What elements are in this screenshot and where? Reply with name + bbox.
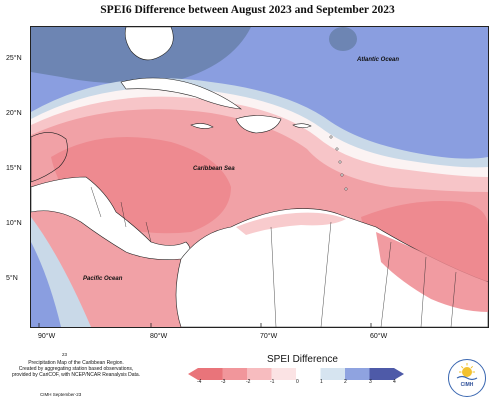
lat-label-15n: 15°N xyxy=(6,165,22,172)
central-america-land xyxy=(31,176,191,260)
antilles-island xyxy=(338,160,342,164)
country-borders xyxy=(270,221,457,327)
credit-number: 23 xyxy=(62,352,68,357)
antilles-island xyxy=(335,147,339,151)
legend-swatch xyxy=(369,368,394,380)
caribbean-sea-label: Caribbean Sea xyxy=(193,166,235,172)
lat-label-5n: 5°N xyxy=(6,275,18,282)
cimh-logo: CIMH xyxy=(448,359,486,397)
atlantic-ocean-label: Atlantic Ocean xyxy=(357,57,400,63)
legend-tick: -4 xyxy=(197,379,202,385)
legend-swatch xyxy=(222,368,247,380)
legend-tick: 2 xyxy=(344,379,347,385)
lon-label-90w: 90°W xyxy=(38,333,56,340)
legend-title: SPEI Difference xyxy=(267,354,338,365)
lon-label-60w: 60°W xyxy=(370,333,388,340)
antilles-island xyxy=(329,135,333,139)
hispaniola-land xyxy=(235,115,282,134)
pacific-ocean-label: Pacific Ocean xyxy=(83,276,123,282)
map-credit: Precipitation Map of the Caribbean Regio… xyxy=(6,360,146,379)
cuba-land xyxy=(120,77,242,110)
legend-colorbar xyxy=(188,368,404,380)
legend-tick: -1 xyxy=(270,379,275,385)
legend-arrow-right xyxy=(394,368,404,380)
lon-label-80w: 80°W xyxy=(150,333,168,340)
legend-swatch xyxy=(271,368,296,380)
lat-label-20n: 20°N xyxy=(6,110,22,117)
antilles-island xyxy=(340,173,344,177)
credit-line-2: Created by aggregating station based obs… xyxy=(18,366,134,373)
antilles-island xyxy=(344,187,348,191)
legend-swatch xyxy=(345,368,370,380)
legend-tick: 4 xyxy=(393,379,396,385)
yucatan-coast xyxy=(31,132,68,183)
legend-tick: 3 xyxy=(369,379,372,385)
guianas-dry-land xyxy=(376,232,488,312)
lat-label-25n: 25°N xyxy=(6,55,22,62)
legend-swatch xyxy=(296,368,321,380)
pacific-positive-area xyxy=(31,242,61,327)
credit-line-3: provided by CariCOF, with NCEP/NCAR Rean… xyxy=(11,372,141,379)
south-america-land xyxy=(175,208,488,327)
legend-arrow-left xyxy=(188,368,198,380)
legend-swatch xyxy=(198,368,223,380)
puerto-rico-land xyxy=(292,123,312,129)
legend-tick: -3 xyxy=(221,379,226,385)
legend-tick: 0 xyxy=(296,379,299,385)
florida-land xyxy=(124,27,174,61)
legend-tick: -2 xyxy=(246,379,251,385)
lat-label-10n: 10°N xyxy=(6,220,22,227)
map-frame xyxy=(30,26,489,328)
venezuela-coast-band xyxy=(236,212,346,235)
footer-text: CIMH September-23 xyxy=(40,392,82,397)
map-title: SPEI6 Difference between August 2023 and… xyxy=(100,4,395,16)
legend-swatch xyxy=(247,368,272,380)
logo-text: CIMH xyxy=(460,382,474,388)
legend-tick: 1 xyxy=(320,379,323,385)
lon-label-70w: 70°W xyxy=(260,333,278,340)
jamaica-land xyxy=(190,123,214,129)
strong-positive-spot xyxy=(329,27,357,51)
spei-map xyxy=(31,27,488,327)
central-america-borders xyxy=(90,186,152,243)
sun-icon xyxy=(456,363,478,381)
legend-swatch xyxy=(320,368,345,380)
credit-line-1: Precipitation Map of the Caribbean Regio… xyxy=(28,360,124,366)
